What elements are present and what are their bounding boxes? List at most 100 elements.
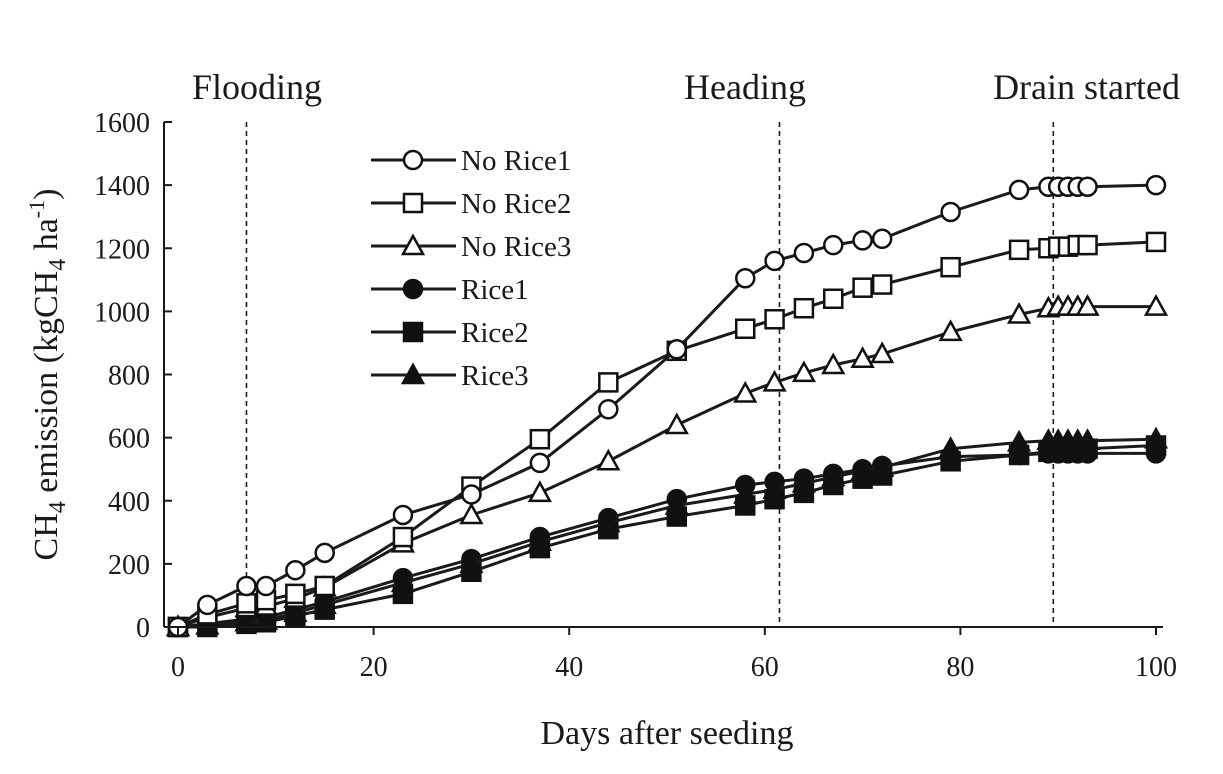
data-point	[850, 346, 875, 368]
legend-item: Rice2	[371, 317, 529, 349]
data-point	[940, 201, 961, 223]
data-point	[1145, 231, 1167, 253]
data-point	[283, 600, 308, 623]
data-point	[285, 583, 306, 605]
data-point	[234, 609, 259, 632]
series-group	[165, 174, 1169, 638]
x-tick-label: 60	[751, 652, 779, 683]
event-label: Flooding	[192, 67, 322, 107]
data-point	[236, 575, 257, 597]
legend-marker	[402, 149, 424, 171]
data-point	[596, 510, 621, 533]
legend-label: Rice2	[461, 317, 529, 349]
data-point	[596, 448, 621, 471]
data-point	[1077, 176, 1098, 197]
data-point	[197, 594, 218, 616]
data-point	[312, 592, 337, 615]
legend-item: No Rice3	[371, 231, 571, 263]
data-point	[390, 570, 416, 593]
y-axis-title: CH4 emission (kgCH4 ha-1)	[24, 189, 71, 561]
data-point	[236, 593, 257, 614]
data-point	[666, 339, 688, 360]
data-point	[459, 502, 484, 525]
y-axis-title-part: )	[28, 189, 65, 200]
legend-marker	[400, 362, 426, 385]
data-point	[793, 242, 815, 264]
data-point	[255, 575, 277, 597]
data-point	[1077, 234, 1098, 256]
data-point	[762, 477, 787, 499]
data-point	[664, 492, 689, 515]
legend-marker	[402, 192, 424, 214]
data-point	[1075, 428, 1100, 451]
data-point	[823, 234, 844, 256]
data-point	[1145, 174, 1167, 196]
x-tick-label: 0	[171, 652, 185, 683]
series-no-rice1	[167, 174, 1167, 638]
data-point	[1006, 429, 1032, 452]
y-tick-label: 800	[108, 361, 150, 392]
y-tick-label: 1200	[94, 234, 150, 265]
legend-label: Rice3	[461, 360, 529, 392]
data-point	[852, 277, 873, 298]
y-tick-label: 400	[108, 487, 150, 518]
data-point	[598, 372, 619, 393]
data-point	[821, 464, 846, 487]
series-line	[177, 240, 1157, 629]
data-point	[733, 380, 758, 403]
data-point	[734, 267, 756, 289]
data-point	[823, 288, 844, 309]
y-axis-title-part: emission (kgCH	[28, 271, 65, 501]
event-label: Drain started	[993, 67, 1180, 107]
data-point	[598, 398, 619, 420]
x-tick-label: 100	[1135, 652, 1177, 683]
data-point	[664, 412, 689, 435]
legend-label: No Rice2	[461, 188, 571, 220]
legend-item: No Rice1	[371, 145, 571, 177]
data-point	[871, 274, 893, 295]
legend-item: No Rice2	[371, 188, 571, 220]
data-point	[734, 318, 756, 339]
x-tick-label: 80	[946, 652, 974, 683]
data-point	[733, 481, 758, 504]
x-tick-label: 20	[360, 652, 388, 683]
data-point	[1143, 294, 1169, 316]
data-point	[850, 458, 875, 481]
data-point	[793, 297, 815, 319]
axis-ticks: 0 200 400 600 800 1000 1200 1400 1600 0 20 40 60 80 10…	[94, 108, 1177, 683]
data-point	[1008, 239, 1030, 261]
data-point	[871, 228, 893, 250]
data-point	[940, 256, 961, 278]
y-tick-label: 600	[108, 424, 150, 455]
x-tick-label: 40	[555, 652, 583, 683]
y-tick-label: 1400	[94, 171, 150, 202]
data-point	[870, 455, 895, 477]
data-point	[938, 436, 963, 458]
data-point	[870, 341, 895, 364]
legend-label: Rice1	[461, 274, 529, 306]
y-tick-label: 1600	[94, 108, 150, 139]
legend-item: Rice3	[371, 360, 529, 392]
data-point	[253, 608, 279, 630]
y-tick-label: 0	[136, 613, 150, 644]
data-point	[791, 470, 817, 493]
y-axis-title-part: 4	[45, 259, 71, 271]
data-point	[314, 542, 335, 564]
data-point	[527, 480, 552, 503]
data-point	[461, 484, 482, 505]
data-point	[1143, 426, 1169, 449]
legend-marker	[402, 321, 424, 343]
data-point	[527, 529, 552, 552]
data-point	[791, 360, 817, 383]
legend-item: Rice1	[371, 274, 529, 306]
data-point	[938, 319, 963, 342]
legend-marker	[400, 233, 426, 256]
data-point	[762, 369, 787, 392]
data-point	[392, 526, 414, 548]
event-markers: Flooding Heading Drain started	[192, 67, 1180, 627]
data-point	[1006, 301, 1032, 324]
legend-marker	[402, 278, 424, 300]
data-point	[821, 352, 846, 375]
legend-label: No Rice1	[461, 145, 571, 177]
